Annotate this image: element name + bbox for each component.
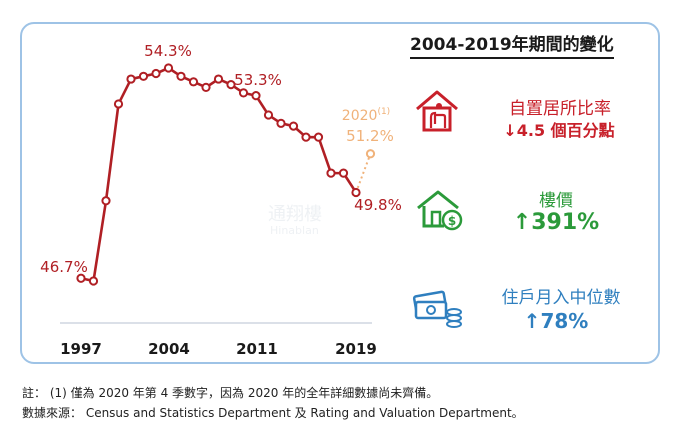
footnote: 註： (1) 僅為 2020 年第 4 季數字，因為 2020 年的全年詳細數據… — [22, 386, 439, 400]
data-label-projection: 51.2% — [346, 127, 394, 145]
data-point — [113, 99, 124, 109]
projection-note: (1) — [377, 107, 390, 117]
data-point — [88, 276, 99, 286]
home-ownership-icon — [416, 90, 458, 132]
series-line — [80, 66, 358, 283]
data-point — [276, 118, 286, 128]
data-point — [126, 74, 136, 84]
data-point — [151, 68, 161, 79]
stat-value-price: ↑391% — [506, 210, 606, 235]
stat-value-income-text: 78% — [540, 309, 589, 333]
data-point — [338, 168, 349, 178]
chart-title: 2004-2019年期間的變化 — [410, 30, 614, 59]
data-label-end: 49.8% — [354, 196, 402, 214]
x-tick-label: 2011 — [236, 340, 278, 358]
money-stack-icon — [412, 290, 462, 328]
data-label-start: 46.7% — [40, 258, 88, 276]
stat-label-ownership: 自置居所比率 — [509, 99, 611, 119]
data-point — [251, 91, 261, 101]
data-point — [301, 132, 311, 142]
projection-line — [355, 153, 372, 193]
data-point — [176, 71, 186, 81]
data-point — [326, 168, 336, 178]
house-price-icon: $ — [417, 190, 463, 231]
projection-point — [365, 149, 376, 159]
stat-label-income: 住戶月入中位數 — [501, 288, 621, 308]
watermark-subtext: Hinablan — [270, 224, 319, 237]
data-label-peak: 54.3% — [144, 42, 192, 60]
data-point — [138, 71, 149, 81]
stat-value-ownership-text: 4.5 個百分點 — [516, 121, 615, 140]
data-point — [201, 82, 211, 92]
data-point — [351, 187, 361, 198]
stat-value-ownership: ↓4.5 個百分點 — [494, 117, 624, 141]
data-label-mid: 53.3% — [234, 71, 282, 89]
data-point — [226, 79, 236, 90]
stat-value-income: ↑78% — [506, 309, 606, 333]
data-point — [238, 88, 249, 98]
data-point — [76, 273, 86, 283]
up-arrow-icon: ↑ — [523, 309, 541, 333]
data-point — [313, 132, 324, 142]
data-point — [163, 63, 174, 73]
x-tick-label: 1997 — [60, 340, 102, 358]
data-point — [288, 121, 299, 131]
stat-label-price: 樓價 — [539, 191, 573, 211]
data-point — [263, 110, 274, 120]
svg-text:$: $ — [448, 214, 456, 228]
x-tick-label: 2019 — [335, 340, 377, 358]
projection-year-label: 2020(1) — [342, 107, 390, 124]
data-point — [101, 196, 111, 206]
up-arrow-icon: ↑ — [512, 210, 532, 235]
watermark-text: 通翔樓 — [268, 204, 322, 225]
source-note: 數據來源： Census and Statistics Department 及… — [22, 406, 524, 420]
stat-value-price-text: 391% — [531, 210, 600, 235]
data-point — [188, 77, 199, 87]
data-point — [213, 74, 224, 84]
x-tick-label: 2004 — [148, 340, 190, 358]
down-arrow-icon: ↓ — [503, 121, 517, 140]
